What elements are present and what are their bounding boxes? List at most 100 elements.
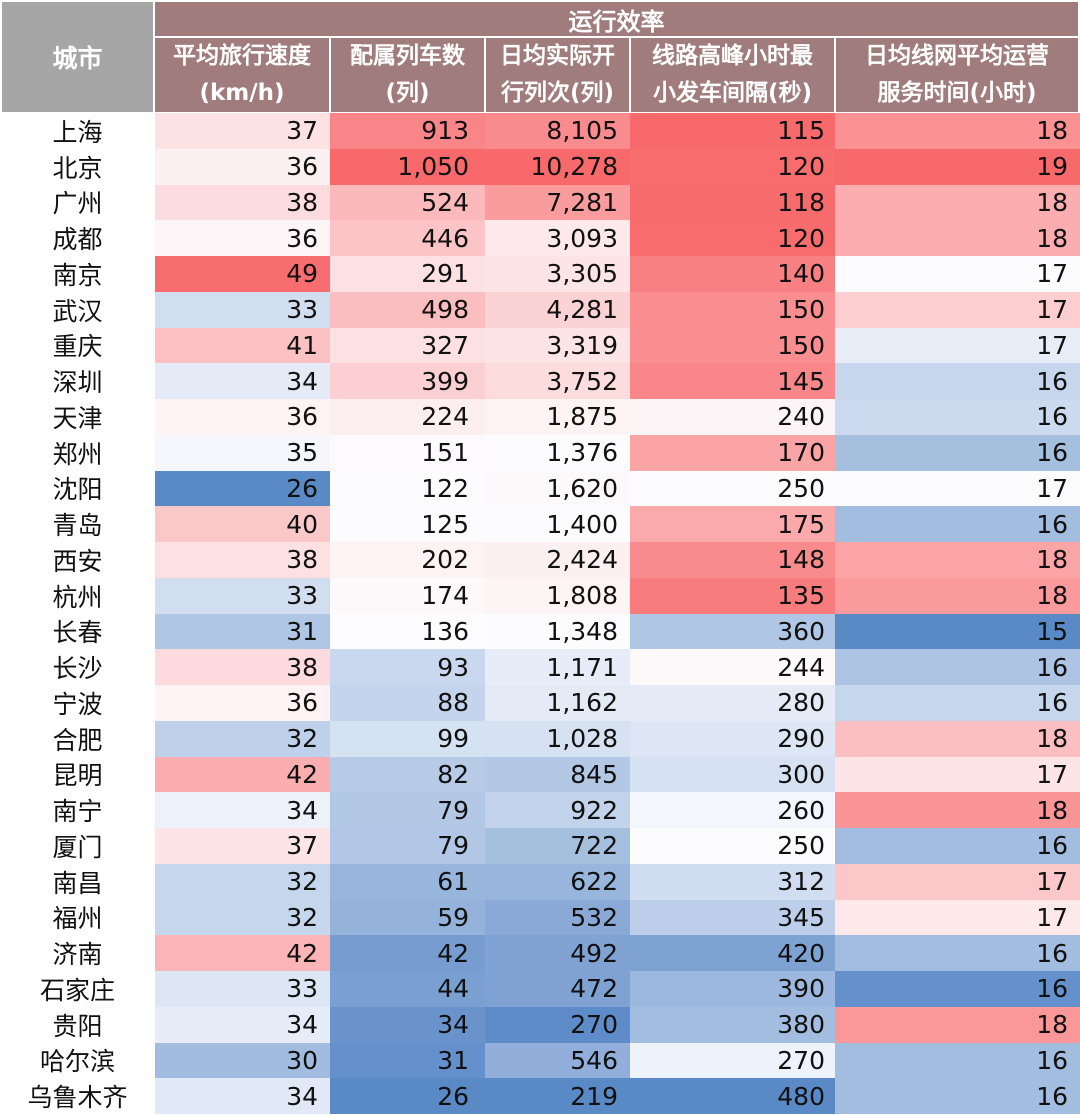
daily-trips-cell: 546 — [485, 1042, 630, 1079]
table-row: 天津 36 224 1,875 240 16 — [0, 399, 1080, 435]
avg-speed-cell: 36 — [155, 685, 330, 721]
header-line2: 小发车间隔(秒) — [652, 80, 813, 106]
peak-interval-cell: 312 — [630, 863, 835, 900]
train-count-cell: 913 — [330, 113, 485, 149]
service-hours-cell: 16 — [835, 399, 1080, 435]
avg-speed-cell: 30 — [155, 1042, 330, 1079]
peak-interval-cell: 118 — [630, 184, 835, 221]
train-count-cell: 44 — [330, 971, 485, 1007]
train-count-cell: 82 — [330, 756, 485, 793]
peak-interval-cell: 150 — [630, 327, 835, 364]
peak-interval-cell: 360 — [630, 613, 835, 650]
daily-trips-cell: 7,281 — [485, 184, 630, 221]
peak-interval-cell: 115 — [630, 113, 835, 149]
daily-trips-cell: 722 — [485, 828, 630, 864]
header-line1: 平均旅行速度 — [173, 43, 311, 69]
daily-trips-cell: 3,752 — [485, 363, 630, 399]
avg-speed-cell: 40 — [155, 506, 330, 542]
service-hours-cell: 17 — [835, 863, 1080, 900]
train-count-cell: 202 — [330, 542, 485, 578]
avg-speed-cell: 34 — [155, 1078, 330, 1114]
peak-interval-cell: 300 — [630, 756, 835, 793]
peak-interval-cell: 145 — [630, 363, 835, 399]
peak-interval-cell: 140 — [630, 256, 835, 292]
service-hours-cell: 16 — [835, 828, 1080, 864]
table-row: 上海 37 913 8,105 115 18 — [0, 113, 1080, 149]
service-hours-cell: 17 — [835, 470, 1080, 507]
city-name: 深圳 — [52, 368, 103, 398]
city-name: 厦门 — [52, 832, 103, 862]
service-hours-cell: 16 — [835, 434, 1080, 471]
train-count-cell: 26 — [330, 1078, 485, 1114]
city-name: 广州 — [52, 189, 103, 219]
header-avg-speed: 平均旅行速度 (km/h) — [155, 38, 329, 112]
avg-speed-cell: 34 — [155, 363, 330, 399]
daily-trips-cell: 219 — [485, 1078, 630, 1114]
daily-trips-cell: 1,808 — [485, 577, 630, 614]
train-count-cell: 1,050 — [330, 148, 485, 185]
service-hours-cell: 15 — [835, 613, 1080, 650]
daily-trips-cell: 1,875 — [485, 399, 630, 435]
service-hours-cell: 17 — [835, 327, 1080, 364]
avg-speed-cell: 36 — [155, 148, 330, 185]
daily-trips-cell: 1,400 — [485, 506, 630, 542]
service-hours-cell: 17 — [835, 291, 1080, 328]
peak-interval-cell: 250 — [630, 828, 835, 864]
train-count-cell: 59 — [330, 899, 485, 936]
daily-trips-cell: 472 — [485, 971, 630, 1007]
table-row: 昆明 42 82 845 300 17 — [0, 756, 1080, 793]
train-count-cell: 136 — [330, 613, 485, 650]
city-name: 南京 — [52, 260, 103, 290]
peak-interval-cell: 280 — [630, 685, 835, 721]
service-hours-cell: 16 — [835, 685, 1080, 721]
table-row: 重庆 41 327 3,319 150 17 — [0, 327, 1080, 364]
table-row: 杭州 33 174 1,808 135 18 — [0, 577, 1080, 614]
peak-interval-cell: 175 — [630, 506, 835, 542]
city-name: 杭州 — [52, 582, 103, 612]
daily-trips-cell: 4,281 — [485, 291, 630, 328]
city-name: 福州 — [52, 904, 103, 934]
daily-trips-cell: 922 — [485, 792, 630, 828]
header-train-count: 配属列车数 (列) — [331, 38, 484, 112]
city-name: 南宁 — [52, 797, 103, 827]
table-row: 济南 42 42 492 420 16 — [0, 935, 1080, 971]
service-hours-cell: 17 — [835, 256, 1080, 292]
train-count-cell: 93 — [330, 649, 485, 685]
train-count-cell: 174 — [330, 577, 485, 614]
city-name: 成都 — [52, 225, 103, 255]
daily-trips-cell: 8,105 — [485, 113, 630, 149]
service-hours-cell: 18 — [835, 1006, 1080, 1043]
header-peak-interval: 线路高峰小时最 小发车间隔(秒) — [631, 38, 834, 112]
city-name: 重庆 — [52, 332, 103, 362]
city-name: 北京 — [52, 153, 103, 183]
daily-trips-cell: 492 — [485, 935, 630, 971]
daily-trips-cell: 2,424 — [485, 542, 630, 578]
peak-interval-cell: 148 — [630, 542, 835, 578]
header-line1: 日均实际开 — [500, 43, 615, 69]
train-count-cell: 151 — [330, 434, 485, 471]
avg-speed-cell: 35 — [155, 434, 330, 471]
service-hours-cell: 18 — [835, 184, 1080, 221]
city-name: 哈尔滨 — [39, 1047, 115, 1077]
city-name: 石家庄 — [39, 975, 115, 1005]
city-name: 西安 — [52, 546, 103, 576]
table-row: 广州 38 524 7,281 118 18 — [0, 184, 1080, 221]
train-count-cell: 498 — [330, 291, 485, 328]
table-row: 贵阳 34 34 270 380 18 — [0, 1006, 1080, 1043]
service-hours-cell: 16 — [835, 971, 1080, 1007]
train-count-cell: 79 — [330, 792, 485, 828]
peak-interval-cell: 420 — [630, 935, 835, 971]
header-line2: (km/h) — [199, 80, 285, 106]
header-city: 城市 — [2, 2, 153, 112]
city-name: 合肥 — [52, 725, 103, 755]
table-row: 宁波 36 88 1,162 280 16 — [0, 685, 1080, 721]
service-hours-cell: 18 — [835, 220, 1080, 256]
table-row: 北京 36 1,050 10,278 120 19 — [0, 148, 1080, 185]
table-row: 青岛 40 125 1,400 175 16 — [0, 506, 1080, 542]
daily-trips-cell: 1,620 — [485, 470, 630, 507]
service-hours-cell: 16 — [835, 935, 1080, 971]
table-row: 长沙 38 93 1,171 244 16 — [0, 649, 1080, 685]
header-line2: (列) — [385, 80, 430, 106]
avg-speed-cell: 36 — [155, 220, 330, 256]
avg-speed-cell: 33 — [155, 577, 330, 614]
